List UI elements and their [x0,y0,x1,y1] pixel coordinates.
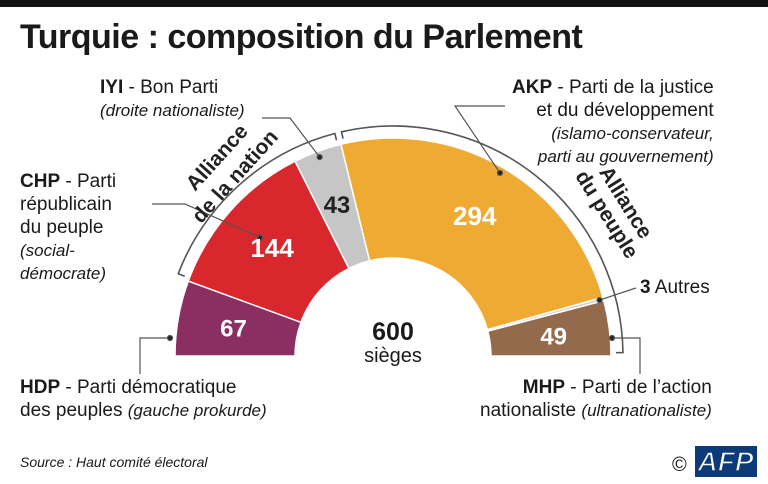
leader-dot-hdp [166,334,174,342]
label-akp: AKP - Parti de la justice et du développ… [512,76,714,168]
total-seats-value: 600 [372,318,414,346]
label-iyi: IYI - Bon Parti (droite nationaliste) [100,76,245,122]
label-mhp: MHP - Parti de l’action nationaliste (ul… [480,376,712,422]
akp-name2: et du développement [536,100,714,121]
iyi-desc: (droite nationaliste) [100,101,245,120]
mhp-desc: (ultranationaliste) [581,401,712,420]
mhp-name2: nationaliste [480,400,577,421]
hdp-desc: (gauche prokurde) [127,401,267,420]
chp-name: - Parti [60,171,117,192]
leader-line-iyi [262,117,321,158]
hdp-name2: des peuples [20,400,123,421]
page-title: Turquie : composition du Parlement [20,18,583,56]
seat-segment-mhp [486,299,612,357]
chp-name3: du peuple [20,217,104,238]
afp-wordmark: AFP [694,445,757,478]
chp-desc1: (social- [20,241,75,260]
chp-abbr: CHP [20,171,61,192]
leader-line-chp [152,203,261,239]
label-chp: CHP - Parti républicain du peuple (socia… [20,170,116,285]
hdp-name: - Parti démocratique [60,377,237,398]
akp-desc1: (islamo-conservateur, [551,124,714,143]
leader-line-hdp [139,337,170,374]
akp-desc2: parti au gouvernement) [537,147,714,166]
seat-segment-akp [340,137,604,331]
leader-dot-akp [496,169,504,177]
akp-abbr: AKP [512,77,553,98]
alliance-nation-bracket [177,132,338,277]
akp-name: - Parti de la justice [552,77,714,98]
chp-name2: républicain [20,194,112,215]
total-seats-label: sièges [364,345,422,367]
leader-line-akp [453,105,505,174]
mhp-name: - Parti de l’action [565,377,712,398]
alliance-peuple-bracket [340,125,624,354]
leader-line-autres [599,287,637,301]
autres-name: Autres [650,277,710,298]
hdp-abbr: HDP [20,377,61,398]
copyright-symbol: © [672,454,687,476]
leader-dot-mhp [608,334,616,342]
value-label-mhp: 49 [540,323,567,350]
source-note: Source : Haut comité électoral [20,454,208,470]
top-bar [0,0,768,7]
iyi-abbr: IYI [100,77,124,98]
leader-dot-autres [596,296,603,304]
label-autres: 3 Autres [640,276,710,299]
leader-dot-chp [256,234,264,241]
value-label-akp: 294 [453,201,497,231]
value-label-iyi: 43 [324,192,351,219]
seat-segment-chp [187,160,350,324]
chp-desc2: démocrate) [20,264,106,283]
mhp-abbr: MHP [522,377,566,398]
value-label-hdp: 67 [220,316,247,343]
autres-value: 3 [640,277,651,298]
iyi-name: - Bon Parti [123,77,219,98]
value-label-chp: 144 [250,233,294,263]
label-hdp: HDP - Parti démocratique des peuples (ga… [20,376,267,422]
leader-dot-iyi [316,154,323,161]
afp-logo: © AFP [672,445,757,478]
leader-line-mhp [612,337,641,374]
